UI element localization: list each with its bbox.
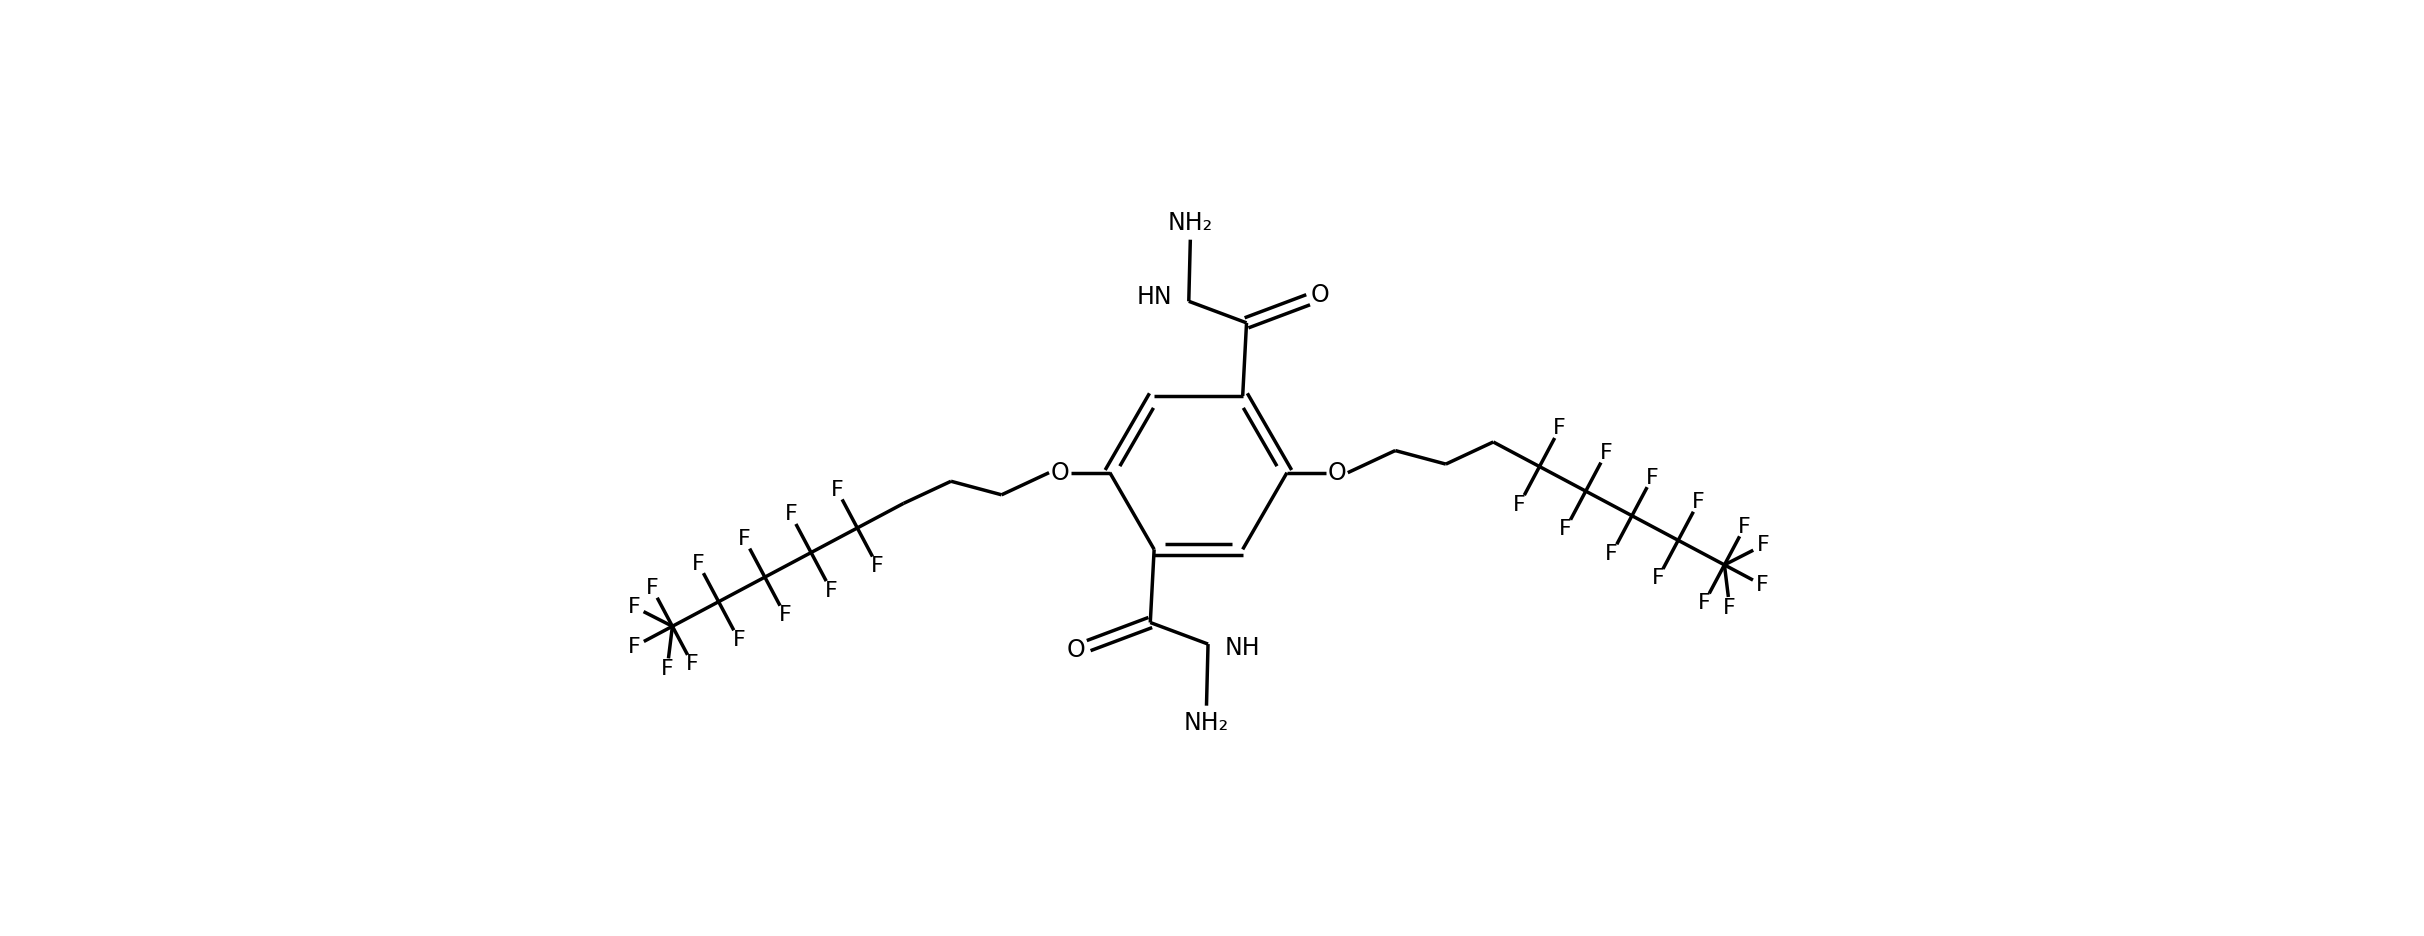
Text: F: F bbox=[1513, 494, 1525, 515]
Text: F: F bbox=[778, 606, 793, 625]
Text: F: F bbox=[785, 505, 797, 524]
Text: F: F bbox=[1559, 519, 1571, 539]
Text: F: F bbox=[1723, 598, 1736, 618]
Text: F: F bbox=[739, 529, 751, 549]
Text: NH₂: NH₂ bbox=[1183, 710, 1229, 735]
Text: F: F bbox=[1651, 568, 1665, 589]
Text: F: F bbox=[1605, 544, 1619, 563]
Text: F: F bbox=[628, 597, 640, 617]
Text: F: F bbox=[628, 636, 640, 656]
Text: F: F bbox=[1692, 492, 1704, 512]
Text: F: F bbox=[1757, 535, 1770, 555]
Text: O: O bbox=[1311, 283, 1331, 307]
Text: F: F bbox=[824, 580, 839, 601]
Text: HN: HN bbox=[1137, 285, 1171, 310]
Text: F: F bbox=[691, 553, 705, 574]
Text: O: O bbox=[1067, 638, 1086, 663]
Text: O: O bbox=[1050, 461, 1069, 485]
Text: F: F bbox=[1646, 468, 1658, 488]
Text: F: F bbox=[686, 654, 698, 674]
Text: F: F bbox=[1554, 418, 1566, 438]
Text: F: F bbox=[662, 659, 674, 680]
Text: F: F bbox=[732, 630, 744, 650]
Text: F: F bbox=[645, 578, 659, 598]
Text: O: O bbox=[1328, 461, 1345, 485]
Text: F: F bbox=[870, 556, 885, 576]
Text: F: F bbox=[1697, 592, 1711, 613]
Text: F: F bbox=[1755, 575, 1770, 595]
Text: NH: NH bbox=[1224, 636, 1260, 660]
Text: F: F bbox=[831, 480, 844, 500]
Text: NH₂: NH₂ bbox=[1168, 211, 1212, 235]
Text: F: F bbox=[1738, 517, 1750, 537]
Text: F: F bbox=[1600, 443, 1612, 463]
